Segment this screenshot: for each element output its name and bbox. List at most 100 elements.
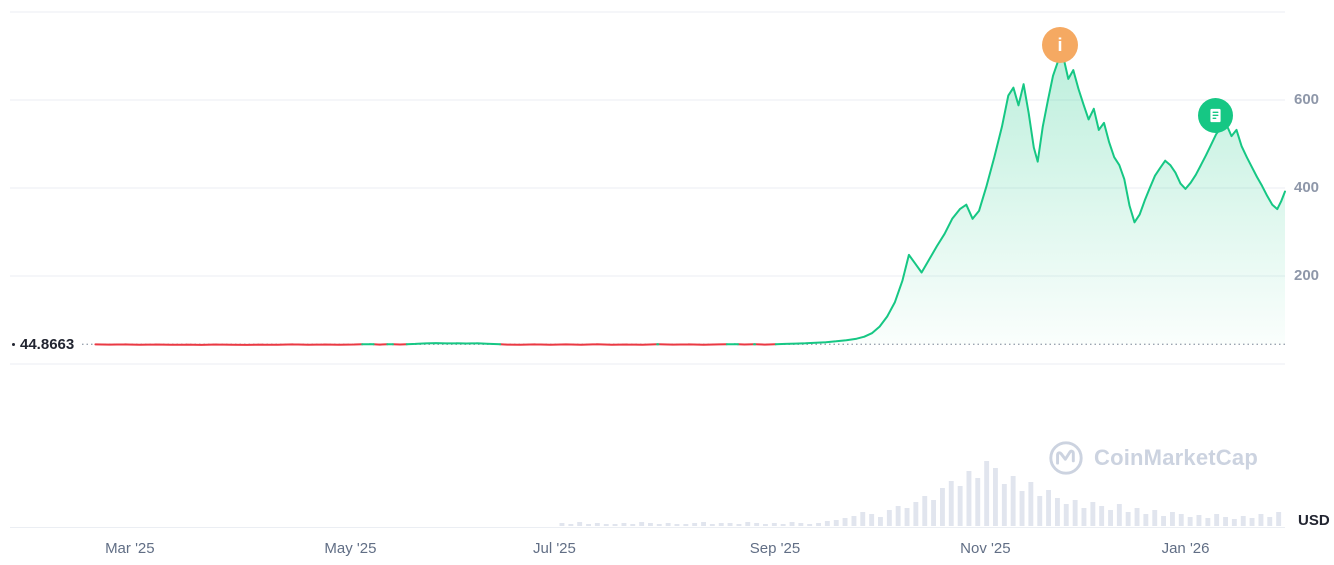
volume-bar	[727, 523, 733, 526]
volume-bar	[842, 518, 848, 526]
volume-bar	[780, 524, 786, 526]
volume-bar	[1081, 508, 1087, 526]
volume-bar	[594, 523, 600, 526]
volume-bar	[948, 481, 954, 526]
volume-bar	[674, 524, 680, 526]
volume-bar	[621, 523, 627, 526]
volume-bar	[763, 524, 768, 526]
volume-bar	[1196, 515, 1202, 526]
volume-bar	[745, 522, 751, 526]
volume-bar	[824, 521, 830, 526]
volume-bar	[1152, 510, 1158, 526]
volume-bar	[559, 523, 565, 526]
volume-bar	[586, 524, 591, 526]
volume-bar	[1143, 514, 1149, 526]
x-axis-label: Mar '25	[105, 540, 155, 557]
info-icon: i	[1057, 35, 1063, 55]
volume-bar	[1267, 517, 1273, 526]
y-axis-label: 200	[1294, 267, 1320, 284]
x-axis-label: Jul '25	[532, 540, 576, 557]
volume-bar	[931, 500, 936, 526]
volume-bar	[816, 523, 821, 526]
volume-bar	[1063, 504, 1069, 526]
volume-bar	[1116, 504, 1122, 526]
volume-bar	[798, 523, 804, 526]
volume-bar	[1055, 498, 1060, 526]
volume-bar	[656, 524, 662, 526]
baseline-price-value: 44.8663	[20, 335, 75, 353]
volume-bar	[833, 520, 839, 526]
x-axis-label: Sep '25	[749, 540, 801, 557]
volume-bar	[904, 508, 910, 526]
x-axis-label: May '25	[324, 540, 377, 557]
volume-bar	[1037, 496, 1043, 526]
volume-bar	[993, 468, 998, 526]
volume-bar	[683, 524, 689, 526]
volume-bar	[1205, 518, 1211, 526]
volume-bar	[692, 523, 698, 526]
volume-bar	[718, 523, 724, 526]
volume-bar	[648, 523, 653, 526]
volume-bar	[1240, 516, 1246, 526]
y-axis-unit-label: USD	[1298, 512, 1330, 529]
document-icon	[1209, 108, 1221, 122]
volume-bar	[789, 522, 795, 526]
volume-bar	[860, 512, 866, 526]
volume-bar	[1046, 490, 1051, 526]
volume-bar	[984, 461, 990, 526]
volume-bar	[1090, 502, 1096, 526]
volume-bar	[913, 502, 919, 526]
news-annotation-badge[interactable]	[1197, 97, 1233, 133]
volume-bar	[851, 516, 857, 526]
volume-bar	[1276, 512, 1282, 526]
price-line-down	[94, 343, 777, 346]
volume-bar	[957, 486, 963, 526]
y-axis-label: 400	[1294, 179, 1320, 196]
volume-bar	[568, 524, 574, 526]
volume-bar	[701, 522, 706, 526]
volume-bar	[1161, 516, 1166, 526]
volume-bar	[886, 510, 892, 526]
x-axis-label: Jan '26	[1161, 540, 1210, 557]
volume-bar	[754, 523, 760, 526]
volume-bar	[807, 524, 813, 526]
volume-bar	[1170, 512, 1175, 526]
volume-bar	[975, 478, 981, 526]
volume-bar	[1258, 514, 1264, 526]
volume-bar	[709, 524, 715, 526]
volume-bar	[665, 523, 671, 526]
volume-bar	[1028, 482, 1034, 526]
volume-bar	[630, 524, 636, 526]
volume-bar	[771, 523, 777, 526]
volume-bar	[639, 522, 645, 526]
volume-bar	[1187, 517, 1193, 526]
volume-bar	[869, 514, 875, 526]
baseline-price-label: 44.8663	[10, 335, 81, 353]
volume-bar	[966, 471, 972, 526]
volume-bar	[1214, 514, 1220, 526]
watermark-text: CoinMarketCap	[1094, 445, 1258, 470]
volume-bar	[1072, 500, 1078, 526]
volume-bar	[1134, 508, 1140, 526]
volume-bar	[1223, 517, 1228, 526]
volume-bar	[577, 522, 583, 526]
baseline-marker-dot	[12, 342, 15, 346]
volume-bar	[895, 506, 901, 526]
volume-bar	[1010, 476, 1016, 526]
x-axis-label: Nov '25	[960, 540, 1011, 557]
volume-bar	[1108, 510, 1113, 526]
volume-bar	[603, 524, 609, 526]
volume-bar	[736, 524, 742, 526]
volume-bar	[1231, 519, 1237, 526]
info-annotation-badge[interactable]: i	[1042, 27, 1078, 63]
volume-bar	[940, 488, 945, 526]
y-axis-label: 600	[1294, 91, 1320, 108]
volume-bar	[1125, 512, 1131, 526]
volume-bar	[1019, 491, 1025, 526]
volume-bar	[1178, 514, 1184, 526]
volume-bar	[922, 496, 928, 526]
volume-bar	[1001, 484, 1007, 526]
coinmarketcap-logo-icon	[1049, 441, 1083, 475]
